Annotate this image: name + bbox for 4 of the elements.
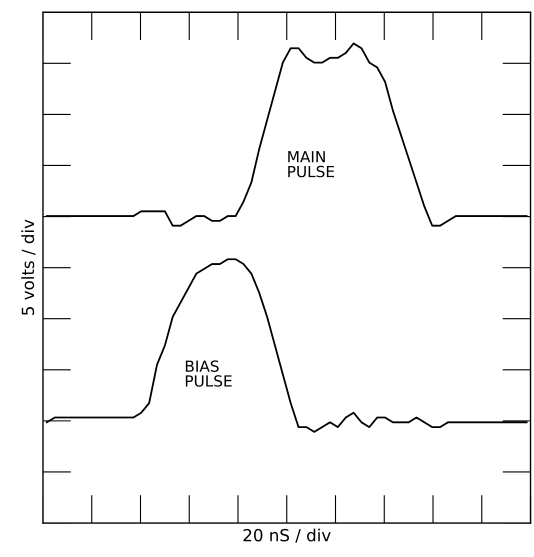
series-label: BIAS PULSE <box>186 360 232 387</box>
y-axis-title: 5 volts / div <box>21 220 36 315</box>
x-axis-title: 20 nS / div <box>244 528 331 543</box>
series-label: MAIN PULSE <box>288 151 334 178</box>
